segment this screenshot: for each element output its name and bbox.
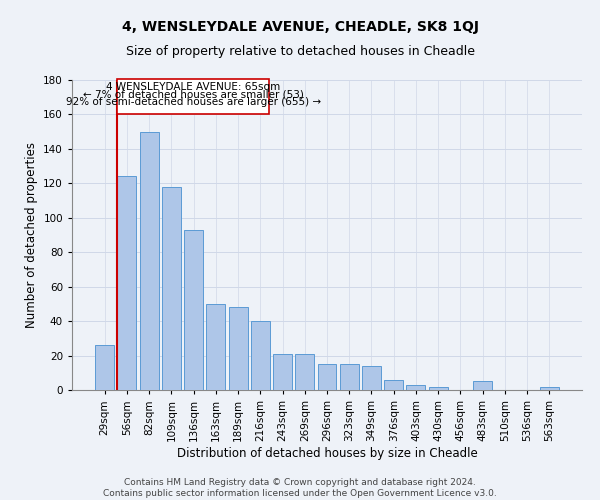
Text: ← 7% of detached houses are smaller (53): ← 7% of detached houses are smaller (53) [83, 90, 304, 100]
Bar [273, 354, 292, 390]
Bar [95, 345, 114, 390]
Bar [473, 382, 492, 390]
Bar [406, 385, 425, 390]
Bar [295, 354, 314, 390]
Text: 92% of semi-detached houses are larger (655) →: 92% of semi-detached houses are larger (… [66, 97, 321, 107]
Text: Size of property relative to detached houses in Cheadle: Size of property relative to detached ho… [125, 45, 475, 58]
Bar [384, 380, 403, 390]
Bar [251, 321, 270, 390]
Bar [140, 132, 158, 390]
Bar [317, 364, 337, 390]
Bar [340, 364, 359, 390]
Bar [362, 366, 381, 390]
Bar [184, 230, 203, 390]
Y-axis label: Number of detached properties: Number of detached properties [25, 142, 38, 328]
Bar [540, 386, 559, 390]
Bar [162, 187, 181, 390]
Text: Contains HM Land Registry data © Crown copyright and database right 2024.
Contai: Contains HM Land Registry data © Crown c… [103, 478, 497, 498]
FancyBboxPatch shape [118, 79, 269, 114]
Bar [229, 308, 248, 390]
Text: 4, WENSLEYDALE AVENUE, CHEADLE, SK8 1QJ: 4, WENSLEYDALE AVENUE, CHEADLE, SK8 1QJ [121, 20, 479, 34]
X-axis label: Distribution of detached houses by size in Cheadle: Distribution of detached houses by size … [176, 446, 478, 460]
Bar [429, 386, 448, 390]
Bar [206, 304, 225, 390]
Bar [118, 176, 136, 390]
Text: 4 WENSLEYDALE AVENUE: 65sqm: 4 WENSLEYDALE AVENUE: 65sqm [106, 82, 280, 92]
